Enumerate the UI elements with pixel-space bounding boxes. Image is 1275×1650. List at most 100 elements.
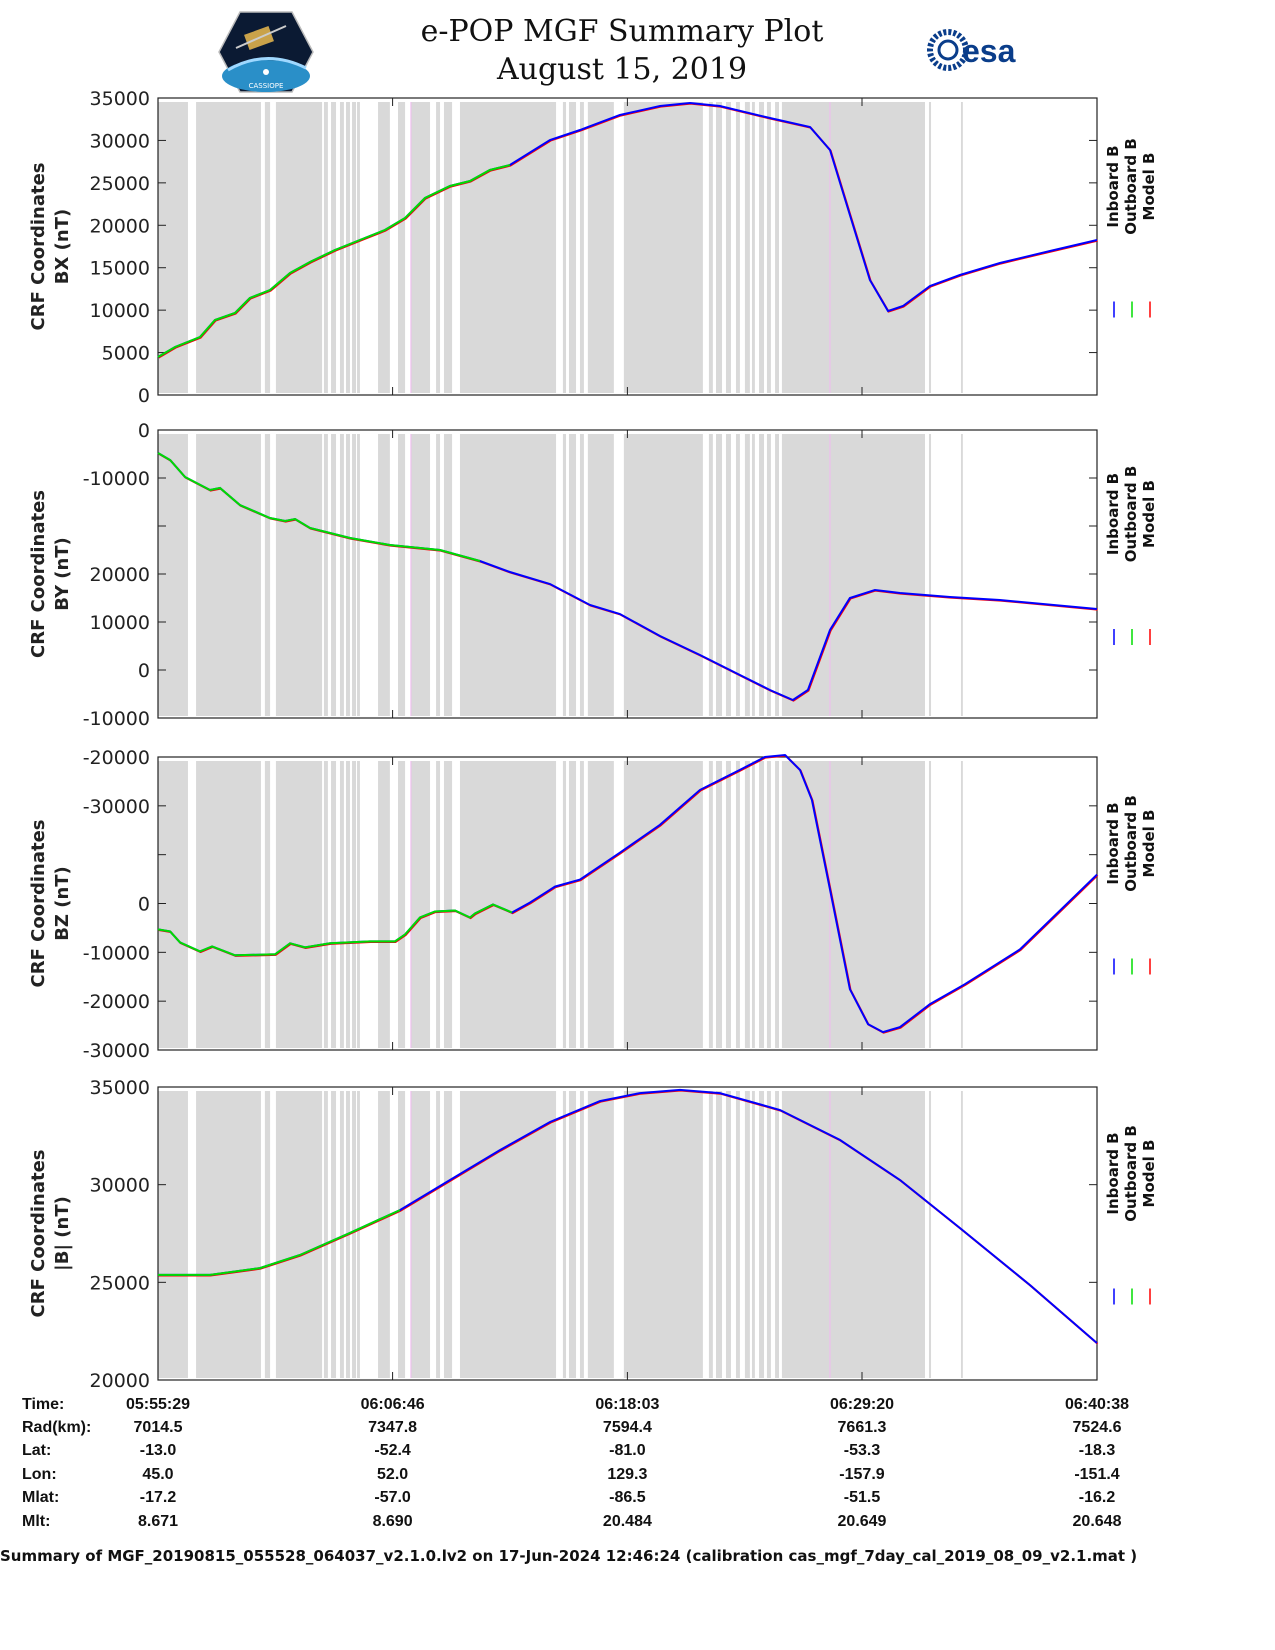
table-cell: 06:06:46 xyxy=(360,1396,425,1413)
data-gap-band xyxy=(443,102,453,393)
y-axis-label: CRF Coordinates xyxy=(28,163,49,331)
data-gap-band xyxy=(751,1091,755,1378)
table-row-label: Time: xyxy=(22,1396,65,1413)
data-gap-band xyxy=(264,102,271,393)
data-gap-band xyxy=(352,434,356,716)
data-gap-band xyxy=(275,761,323,1048)
table-cell: 7594.4 xyxy=(602,1419,652,1436)
data-gap-band xyxy=(346,761,350,1048)
data-gap-band xyxy=(751,102,755,393)
table-cell: -53.3 xyxy=(843,1442,881,1459)
data-gap-band xyxy=(339,434,344,716)
data-gap-band xyxy=(751,761,755,1048)
table-cell: 8.671 xyxy=(137,1513,179,1530)
y-tick-label: -10000 xyxy=(83,942,150,964)
y-axis-label: CRF Coordinates xyxy=(28,1150,49,1318)
data-gap-band xyxy=(781,761,926,1048)
data-gap-band xyxy=(196,434,261,716)
data-gap-band xyxy=(436,1091,441,1378)
panel-bx: 0 5000 10000 15000 20000 25000 30000 35000 CRF C… xyxy=(28,88,1158,407)
data-gap-band xyxy=(928,434,932,716)
y-tick-label: -20000 xyxy=(83,991,150,1013)
data-gap-band xyxy=(725,761,731,1048)
data-gap-band xyxy=(587,1091,614,1378)
y-tick-label: 0 xyxy=(138,385,150,407)
legend-label: Inboard B xyxy=(1104,1132,1122,1214)
data-gap-band xyxy=(357,761,360,1048)
legend-label: Outboard B xyxy=(1122,466,1140,563)
data-gap-band xyxy=(436,434,441,716)
data-gap-band xyxy=(568,102,577,393)
data-gap-band xyxy=(744,102,750,393)
data-gap-band xyxy=(579,434,584,716)
data-gap-band xyxy=(410,1091,431,1378)
y-tick-label: -10000 xyxy=(83,708,150,730)
data-gap-band xyxy=(378,434,390,716)
data-gap-band xyxy=(781,102,926,393)
data-gap-band xyxy=(568,434,577,716)
data-gap-band xyxy=(960,1091,963,1378)
y-tick-label: 5000 xyxy=(102,343,150,365)
data-gap-band xyxy=(331,1091,337,1378)
legend-label: Outboard B xyxy=(1122,1125,1140,1222)
esa-logo: esa xyxy=(927,29,1016,71)
table-cell: -13.0 xyxy=(139,1442,177,1459)
data-gap-band xyxy=(725,102,731,393)
data-gap-band xyxy=(264,434,271,716)
data-gap-band xyxy=(398,761,406,1048)
table-cell: 7661.3 xyxy=(837,1419,887,1436)
data-gap-band xyxy=(323,434,328,716)
table-row-label: Rad(km): xyxy=(22,1419,92,1436)
data-gap-band xyxy=(562,761,567,1048)
data-gap-band xyxy=(357,1091,360,1378)
y-tick-label: -30000 xyxy=(83,1040,150,1062)
data-gap-band xyxy=(960,434,963,716)
table-row-label: Mlat: xyxy=(22,1489,60,1506)
y-tick-label: 20000 xyxy=(90,1370,150,1392)
data-gap-band xyxy=(579,102,584,393)
data-gap-band xyxy=(459,434,557,716)
table-cell: -16.2 xyxy=(1078,1489,1116,1506)
legend-label: Inboard B xyxy=(1104,145,1122,227)
table-cell: 05:55:29 xyxy=(125,1396,191,1413)
table-cell: -51.5 xyxy=(843,1489,881,1506)
table-cell: 20.648 xyxy=(1072,1513,1122,1530)
cassiope-logo: CASSIOPE xyxy=(218,11,314,93)
table-cell: -157.9 xyxy=(839,1466,885,1483)
data-gap-band xyxy=(378,1091,390,1378)
data-gap-band xyxy=(766,434,771,716)
data-gap-band xyxy=(410,761,431,1048)
data-gap-band xyxy=(781,434,926,716)
data-gap-band xyxy=(623,761,703,1048)
panel-by: -10000 0 10000 20000 -10000 0 CRF Coordinates B… xyxy=(28,420,1158,730)
data-gap-band xyxy=(196,761,261,1048)
data-gap-band xyxy=(928,102,932,393)
table-cell: -151.4 xyxy=(1074,1466,1120,1483)
table-cell: 52.0 xyxy=(377,1466,409,1483)
y-tick-label: 10000 xyxy=(90,300,150,322)
series-outboard-b xyxy=(157,903,513,957)
data-gap-band xyxy=(410,102,431,393)
data-gap-band xyxy=(759,434,765,716)
table-row-label: Lon: xyxy=(22,1466,57,1483)
table-cell: 7347.8 xyxy=(368,1419,418,1436)
table-cell: 129.3 xyxy=(607,1466,648,1483)
y-tick-label: 20000 xyxy=(90,564,150,586)
data-gap-band xyxy=(352,102,356,393)
data-gap-band xyxy=(766,1091,771,1378)
table-cell: -17.2 xyxy=(139,1489,177,1506)
y-tick-label: 35000 xyxy=(90,88,150,110)
table-cell: 06:18:03 xyxy=(595,1396,660,1413)
data-gap-band xyxy=(759,102,765,393)
data-gap-band xyxy=(725,434,731,716)
data-gap-band xyxy=(398,102,406,393)
data-gap-band xyxy=(459,761,557,1048)
y-axis-unit-label: BZ (nT) xyxy=(52,866,73,941)
table-cell: -86.5 xyxy=(609,1489,646,1506)
data-gap-band xyxy=(331,102,337,393)
data-gap-band xyxy=(715,761,723,1048)
y-tick-label: 20000 xyxy=(90,215,150,237)
y-tick-label: -30000 xyxy=(83,796,150,818)
